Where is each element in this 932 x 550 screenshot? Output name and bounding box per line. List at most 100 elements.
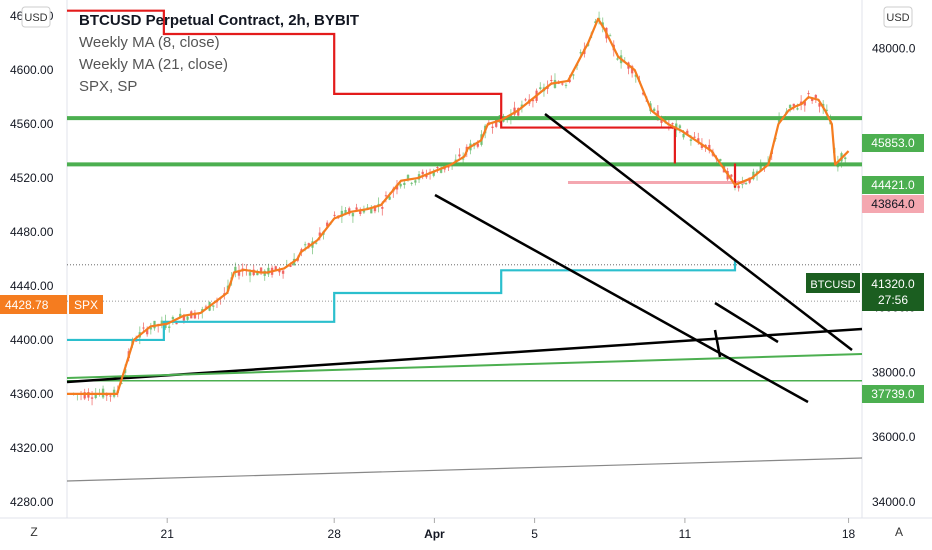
candle-body — [491, 126, 494, 128]
right-unit-tag[interactable]: USD — [883, 6, 913, 28]
candle-body — [109, 395, 112, 397]
chart-title[interactable]: BTCUSD Perpetual Contract, 2h, BYBIT — [79, 12, 360, 29]
candle-body — [318, 232, 322, 236]
candle-body — [314, 242, 318, 244]
candle-body — [414, 180, 417, 183]
auto-scale-button[interactable]: A — [895, 525, 903, 539]
candle-body — [476, 143, 480, 147]
candle-body — [410, 182, 413, 184]
weekly-ma-21-line — [67, 259, 737, 342]
svg-text:41320.0: 41320.0 — [871, 277, 915, 291]
svg-text:SPX: SPX — [74, 298, 98, 312]
candle-body — [531, 99, 535, 102]
candle-body — [579, 52, 582, 54]
left-tick-label: 4320.00 — [10, 441, 54, 455]
candle-body — [660, 119, 663, 123]
candle-body — [814, 94, 818, 98]
candle-body — [550, 80, 553, 82]
candle-body — [796, 108, 799, 110]
candle-body — [807, 93, 810, 95]
candle-body — [94, 394, 97, 398]
candle-body — [267, 267, 270, 275]
btcusd-label-badge: BTCUSD — [806, 273, 860, 293]
time-tick-label: 18 — [842, 527, 856, 541]
candle-body — [333, 214, 336, 216]
svg-text:BTCUSD: BTCUSD — [810, 279, 855, 291]
candle-body — [744, 183, 748, 185]
candle-body — [289, 264, 292, 267]
candle-body — [693, 136, 696, 138]
svg-text:27:56: 27:56 — [878, 293, 908, 307]
candle-body — [359, 210, 362, 214]
candle-body — [443, 168, 446, 170]
candle-body — [810, 98, 814, 102]
candle-body — [259, 267, 263, 273]
level-43864-badge: 43864.0 — [862, 195, 924, 213]
candle-body — [145, 328, 149, 335]
legend-weekly-ma-21[interactable]: Weekly MA (21, close) — [79, 56, 228, 73]
svg-text:44421.0: 44421.0 — [871, 178, 915, 192]
level-44421-badge: 44421.0 — [862, 176, 924, 194]
wedge-upper — [714, 301, 779, 344]
candle-body — [719, 158, 722, 162]
candle-body — [458, 154, 461, 157]
candle-body — [373, 205, 377, 212]
zoom-toggle-button[interactable]: Z — [30, 525, 37, 539]
candle-body — [461, 158, 465, 160]
candle-body — [682, 133, 685, 138]
candle-body — [792, 103, 795, 107]
left-tick-label: 4600.00 — [10, 63, 54, 77]
candle-body — [513, 107, 516, 115]
candle-body — [425, 174, 428, 178]
candle-body — [248, 272, 252, 276]
svg-text:4428.78: 4428.78 — [5, 298, 49, 312]
candle-body — [171, 317, 175, 320]
candle-body — [366, 207, 369, 209]
left-tick-label: 4520.00 — [10, 171, 54, 185]
candle-body — [524, 99, 527, 101]
level-45853-badge: 45853.0 — [862, 134, 924, 152]
time-tick-label: Apr — [424, 527, 445, 541]
candle-body — [686, 130, 689, 134]
svg-text:Z: Z — [30, 525, 37, 539]
candle-body — [83, 392, 86, 399]
candle-body — [561, 83, 564, 85]
svg-text:43864.0: 43864.0 — [871, 197, 915, 211]
time-tick-label: 11 — [679, 527, 692, 541]
candle-body — [237, 271, 241, 276]
svg-text:USD: USD — [24, 12, 47, 24]
legend-spx[interactable]: SPX, SP — [79, 78, 138, 95]
candle-body — [303, 244, 307, 246]
legend-weekly-ma-8[interactable]: Weekly MA (8, close) — [79, 34, 220, 51]
time-axis-ticks: 21 28 Apr 5 11 18 — [161, 518, 856, 541]
time-tick-label: 21 — [161, 527, 175, 541]
candle-body — [777, 118, 781, 124]
candle-body — [370, 208, 373, 214]
channel-upper — [544, 113, 853, 351]
candle-body — [406, 174, 410, 180]
candle-body — [818, 103, 821, 107]
candle-body — [608, 35, 612, 37]
channel-lower — [434, 193, 809, 404]
candle-body — [799, 101, 803, 105]
candle-body — [572, 74, 575, 76]
trendline-gray — [66, 457, 863, 482]
candle-body — [788, 104, 792, 109]
candle-body — [539, 87, 542, 89]
left-unit-tag[interactable]: USD — [21, 6, 51, 28]
levels-layer — [67, 9, 862, 382]
candle-body — [568, 79, 571, 83]
candle-body — [737, 185, 740, 189]
candle-body — [274, 266, 277, 270]
candle-body — [517, 108, 520, 116]
candle-body — [520, 104, 524, 108]
candle-body — [325, 222, 329, 227]
chart-legend: BTCUSD Perpetual Contract, 2h, BYBIT Wee… — [79, 10, 359, 98]
candle-body — [149, 327, 153, 330]
candle-body — [494, 119, 498, 127]
candle-body — [671, 123, 674, 125]
left-tick-label: 4480.00 — [10, 225, 54, 239]
candle-body — [844, 157, 847, 160]
